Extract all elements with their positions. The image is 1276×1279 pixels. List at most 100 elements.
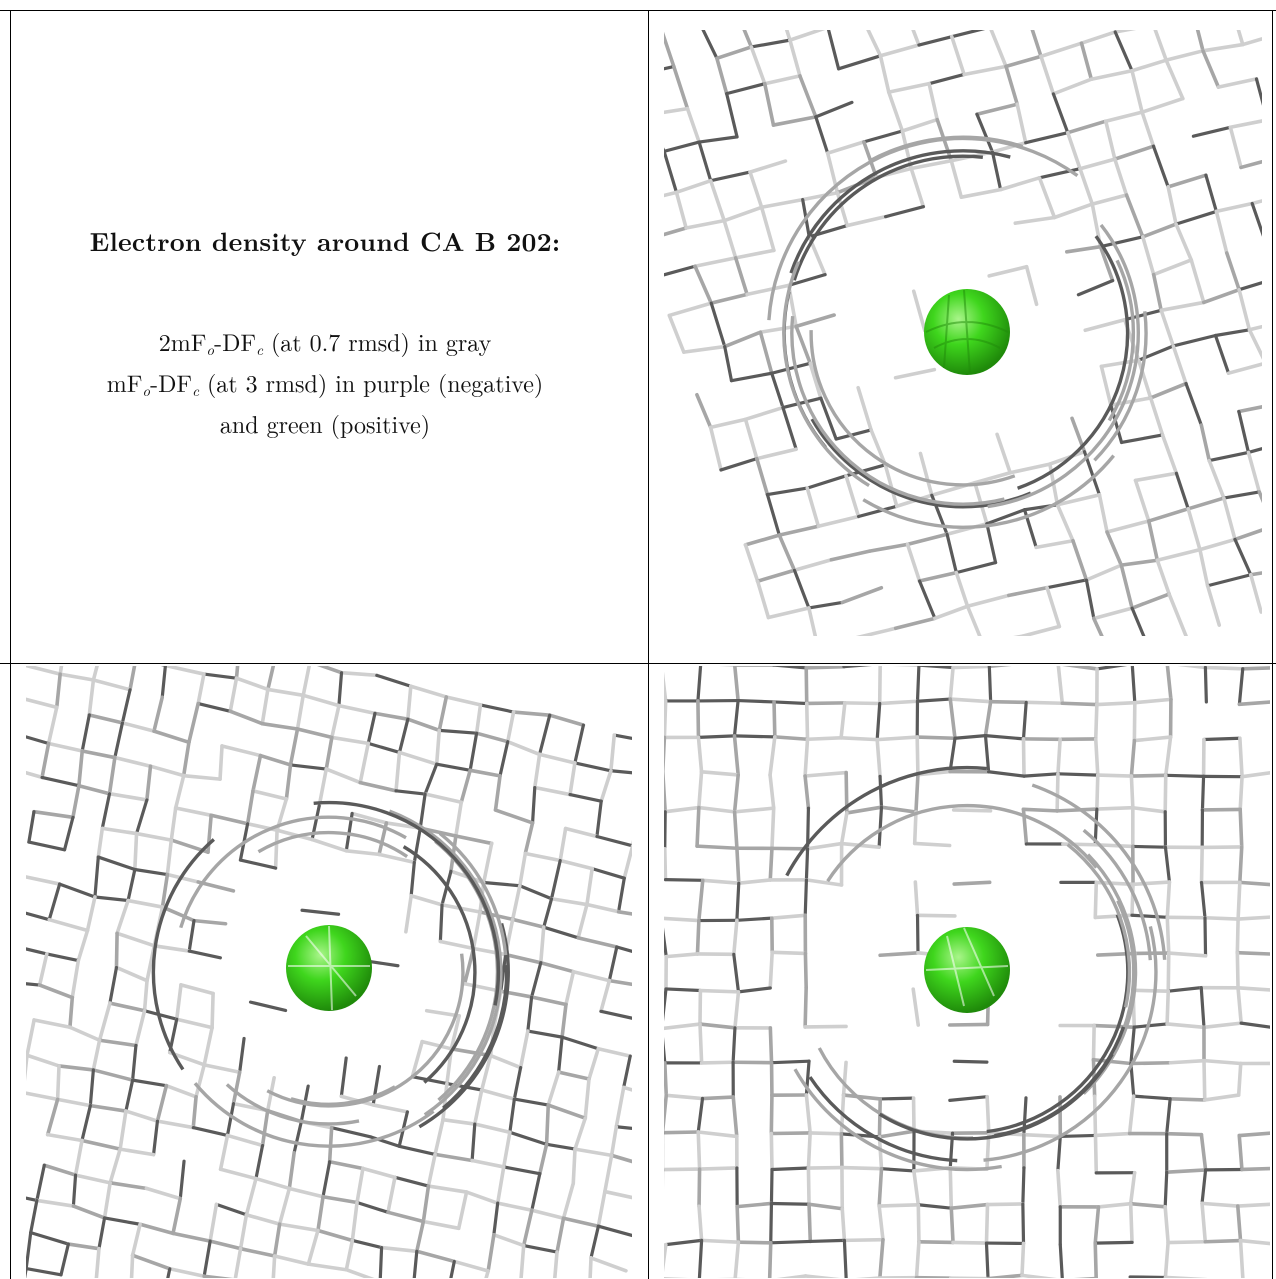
mesh-edge <box>1213 333 1231 375</box>
mesh-edge <box>532 785 572 797</box>
mesh-edge <box>316 666 344 675</box>
mesh-edge <box>1103 119 1117 161</box>
mesh-edge <box>97 1038 138 1048</box>
mesh-edge <box>97 1216 107 1251</box>
mesh-edge <box>1207 458 1226 500</box>
mesh-edge <box>275 828 314 842</box>
mesh-edge <box>456 1190 469 1231</box>
mesh-edge <box>234 676 270 692</box>
mesh-edge <box>218 1167 258 1181</box>
mesh-edge <box>664 1167 702 1172</box>
mesh-edge <box>699 1238 741 1245</box>
mesh-edge <box>1089 68 1134 82</box>
mesh-edge <box>759 205 776 253</box>
mesh-strand <box>862 454 1115 529</box>
mesh-edge <box>1123 308 1163 322</box>
mesh-edge <box>856 504 899 519</box>
mesh-edge <box>131 1043 138 1082</box>
mesh-edge <box>1237 1133 1244 1172</box>
mesh-edge <box>1095 666 1128 671</box>
mesh-edge <box>844 473 861 519</box>
mesh-edge <box>366 741 402 755</box>
right-border <box>1272 10 1273 1279</box>
mesh-edge <box>918 451 934 498</box>
mesh-edge <box>35 1198 76 1208</box>
mesh-edge <box>71 1204 107 1220</box>
mesh-edge <box>877 1204 885 1242</box>
mesh-edge <box>975 102 1020 117</box>
mesh-edge <box>808 361 823 401</box>
mesh-edge <box>1097 493 1109 534</box>
mesh-edge <box>502 1165 542 1176</box>
mesh-edge <box>877 699 920 706</box>
mesh-edge <box>91 1038 102 1072</box>
mesh-edge <box>696 735 704 774</box>
mesh-edge <box>915 913 957 918</box>
mesh-edge <box>377 852 417 865</box>
mesh-edge <box>1056 666 1065 706</box>
mesh-edge <box>410 1039 424 1079</box>
mesh-edge <box>700 878 741 885</box>
mesh-edge <box>916 769 952 777</box>
mesh-edge <box>987 770 1026 778</box>
middle-border <box>0 663 1276 664</box>
mesh-edge <box>878 774 884 809</box>
mesh-edge <box>803 737 810 778</box>
mesh-edge <box>1051 92 1070 135</box>
mesh-edge <box>196 672 206 706</box>
mesh-edge <box>152 944 192 953</box>
mesh-edge <box>1214 201 1255 214</box>
mesh-edge <box>768 735 777 777</box>
mesh-edge <box>1132 1022 1169 1029</box>
mesh-edge <box>583 1077 591 1120</box>
mesh-edge <box>1015 102 1028 145</box>
mesh-edge <box>1020 1241 1026 1278</box>
mesh-edge <box>1165 666 1173 702</box>
mesh-edge <box>985 522 998 565</box>
mesh-edge <box>762 74 802 86</box>
mesh-edge <box>337 703 377 716</box>
mesh-edge <box>1131 880 1172 887</box>
mesh-edge <box>1166 1239 1208 1245</box>
mesh-edge <box>1205 583 1222 627</box>
mesh-edge <box>622 1054 632 1090</box>
mesh-edge <box>434 728 442 766</box>
mesh-edge <box>510 883 522 922</box>
mesh-edge <box>549 858 562 901</box>
top-border <box>0 10 1276 11</box>
mesh-edge <box>1191 125 1232 138</box>
mesh-edge <box>1163 1275 1208 1278</box>
mesh-edge <box>732 734 777 739</box>
mesh-edge <box>87 713 125 725</box>
mesh-edge <box>842 666 873 669</box>
mesh-edge <box>88 1103 128 1113</box>
mesh-edge <box>1095 773 1100 811</box>
mesh-edge <box>271 1254 277 1278</box>
mesh-edge <box>807 606 818 636</box>
mesh-edge <box>472 1088 484 1126</box>
mesh-edge <box>1246 447 1262 455</box>
mesh-edge <box>1021 1202 1026 1246</box>
mesh-edge <box>108 1181 149 1191</box>
mesh-edge <box>202 672 239 680</box>
mesh-edge <box>1238 807 1244 849</box>
mesh-edge <box>573 1147 614 1158</box>
mesh-edge <box>481 841 494 885</box>
mesh-edge <box>306 1228 320 1266</box>
mesh-edge <box>444 695 483 707</box>
mesh-edge <box>984 1241 990 1278</box>
mesh-edge <box>1165 1097 1172 1136</box>
mesh-edge <box>1160 433 1179 476</box>
mesh-edge <box>124 1078 135 1113</box>
mesh-edge <box>272 1222 282 1258</box>
mesh-edge <box>769 913 808 920</box>
mesh-edge <box>301 693 341 708</box>
mesh-edge <box>556 1070 591 1081</box>
mesh-edge <box>462 981 503 994</box>
mesh-edge <box>948 1095 989 1102</box>
mesh-edge <box>742 30 754 49</box>
mesh-edge <box>989 30 1008 69</box>
mesh-edge <box>731 918 739 957</box>
mesh-edge <box>26 947 49 956</box>
mesh-edge <box>792 568 811 610</box>
